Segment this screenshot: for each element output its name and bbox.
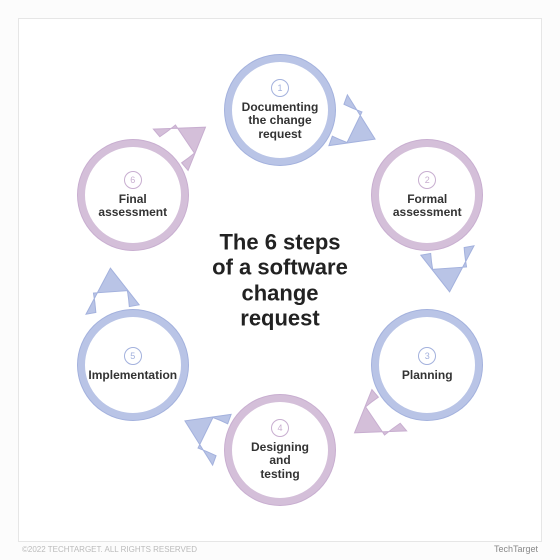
footer-copyright: ©2022 TECHTARGET. ALL RIGHTS RESERVED bbox=[22, 545, 197, 554]
step-node-3: 3 Planning bbox=[372, 310, 482, 420]
step-node-2: 2 Formalassessment bbox=[372, 140, 482, 250]
step-number-badge: 6 bbox=[124, 171, 142, 189]
diagram-canvas: 1 Documentingthe changerequest 2 Formalasse… bbox=[0, 0, 560, 560]
step-label: Implementation bbox=[82, 369, 183, 382]
title-line: request bbox=[212, 305, 348, 330]
title-line: of a software bbox=[212, 255, 348, 280]
step-label: Designingandtesting bbox=[245, 441, 315, 481]
step-number-badge: 3 bbox=[418, 347, 436, 365]
step-label: Planning bbox=[396, 369, 459, 382]
title-line: The 6 steps bbox=[212, 229, 348, 254]
step-label: Documentingthe changerequest bbox=[236, 101, 325, 141]
step-disc: 2 Formalassessment bbox=[372, 140, 482, 250]
step-node-6: 6 Finalassessment bbox=[78, 140, 188, 250]
step-disc: 1 Documentingthe changerequest bbox=[225, 55, 335, 165]
step-disc: 3 Planning bbox=[372, 310, 482, 420]
step-disc: 6 Finalassessment bbox=[78, 140, 188, 250]
step-disc: 5 Implementation bbox=[78, 310, 188, 420]
step-disc: 4 Designingandtesting bbox=[225, 395, 335, 505]
step-number-badge: 5 bbox=[124, 347, 142, 365]
center-title: The 6 stepsof a softwarechangerequest bbox=[212, 229, 348, 330]
step-number-badge: 1 bbox=[271, 79, 289, 97]
step-label: Finalassessment bbox=[92, 193, 173, 219]
title-line: change bbox=[212, 280, 348, 305]
step-node-4: 4 Designingandtesting bbox=[225, 395, 335, 505]
step-number-badge: 4 bbox=[271, 419, 289, 437]
footer-brand: TechTarget bbox=[494, 544, 538, 554]
step-node-5: 5 Implementation bbox=[78, 310, 188, 420]
step-label: Formalassessment bbox=[387, 193, 468, 219]
step-node-1: 1 Documentingthe changerequest bbox=[225, 55, 335, 165]
step-number-badge: 2 bbox=[418, 171, 436, 189]
